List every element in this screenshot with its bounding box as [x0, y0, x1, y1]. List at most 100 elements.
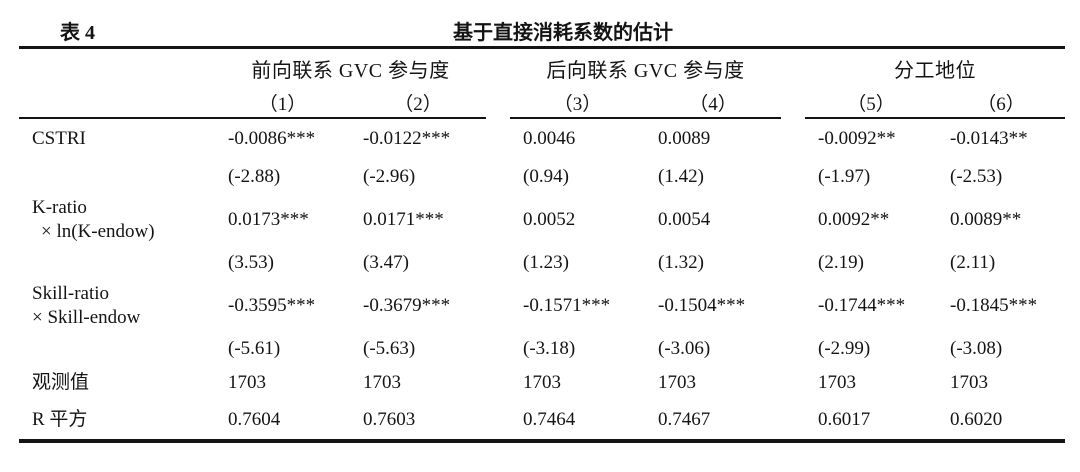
- tstat-cell: (-3.06): [658, 337, 711, 359]
- header-group-row: 前向联系 GVC 参与度 后向联系 GVC 参与度 分工地位: [19, 47, 1065, 119]
- row-label-empty: [19, 332, 215, 366]
- tstat-cell: (0.94): [523, 165, 569, 187]
- row-label-empty: [19, 160, 215, 194]
- header-number-row: （1） （2） （3） （4） （5） （6）: [19, 87, 1066, 119]
- column-gap: [781, 194, 805, 246]
- row-label: K-ratio × ln(K-endow): [19, 194, 215, 246]
- column-group-forward-gvc: 前向联系 GVC 参与度: [251, 59, 450, 82]
- column-group-backward-gvc: 后向联系 GVC 参与度: [546, 59, 745, 82]
- header-stub-cell: [19, 47, 215, 119]
- tstat-row-skill-ratio: (-5.61) (-5.63) (-3.18) (-3.06) (-2.99) …: [19, 332, 1065, 366]
- stat-cell: 0.7464: [523, 408, 576, 430]
- coef-cell: 0.0052: [523, 208, 576, 230]
- tstat-cell: (-3.08): [950, 337, 1003, 359]
- column-header-4: （4）: [645, 87, 782, 119]
- column-gap: [781, 246, 805, 280]
- column-gap: [781, 401, 805, 441]
- table-caption-bar: 表 4 基于直接消耗系数的估计: [0, 0, 1080, 46]
- row-label: Skill-ratio × Skill-endow: [19, 280, 215, 332]
- tstat-cell: (-3.18): [523, 337, 576, 359]
- column-gap: [781, 332, 805, 366]
- coef-cell: -0.3595***: [228, 294, 316, 316]
- tstat-cell: (-2.53): [950, 165, 1003, 187]
- coef-cell: 0.0171***: [363, 208, 444, 230]
- row-label-line1: K-ratio: [32, 196, 87, 218]
- coef-row-cstri: CSTRI -0.0086*** -0.0122*** 0.0046 0.008…: [19, 118, 1065, 160]
- column-gap: [781, 160, 805, 194]
- tstat-cell: (2.11): [950, 251, 996, 273]
- stat-cell: 1703: [950, 372, 989, 393]
- coef-cell: -0.3679***: [363, 294, 451, 316]
- column-gap: [486, 160, 510, 194]
- stat-cell: 0.6020: [950, 408, 1003, 430]
- tstat-cell: (1.23): [523, 251, 569, 273]
- column-gap: [781, 48, 805, 118]
- column-header-5: （5）: [805, 87, 938, 119]
- coef-row-skill-ratio: Skill-ratio × Skill-endow -0.3595*** -0.…: [19, 280, 1065, 332]
- coef-cell: 0.0054: [658, 208, 711, 230]
- column-gap: [486, 48, 510, 118]
- column-group-division-status: 分工地位: [894, 59, 977, 82]
- column-gap: [486, 401, 510, 441]
- coef-cell: -0.0092**: [818, 128, 896, 149]
- column-header-6: （6）: [937, 87, 1066, 119]
- tstat-cell: (-5.61): [228, 337, 281, 359]
- coef-cell: 0.0173***: [228, 208, 309, 230]
- tstat-cell: (-1.97): [818, 165, 871, 187]
- table-title: 基于直接消耗系数的估计: [453, 22, 673, 44]
- coef-cell: -0.1504***: [658, 294, 746, 316]
- row-label-empty: [19, 246, 215, 280]
- coef-cell: 0.0092**: [818, 208, 890, 230]
- coef-cell: -0.0086***: [228, 128, 316, 149]
- stat-cell: 0.7604: [228, 408, 281, 430]
- tstat-cell: (3.47): [363, 251, 409, 273]
- coef-cell: 0.0046: [523, 128, 576, 149]
- coef-cell: -0.0143**: [950, 128, 1028, 149]
- column-gap: [486, 332, 510, 366]
- coef-row-k-ratio: K-ratio × ln(K-endow) 0.0173*** 0.0171**…: [19, 194, 1065, 246]
- table-number: 表 4: [60, 22, 95, 44]
- tstat-cell: (1.42): [658, 165, 704, 187]
- tstat-cell: (-2.99): [818, 337, 871, 359]
- coef-cell: -0.1845***: [950, 294, 1038, 316]
- column-gap: [781, 366, 805, 401]
- coef-cell: 0.0089: [658, 128, 711, 149]
- row-label: CSTRI: [32, 128, 86, 150]
- coef-cell: -0.1744***: [818, 294, 906, 316]
- column-header-1: （1）: [215, 87, 350, 119]
- column-gap: [781, 280, 805, 332]
- tstat-cell: (1.32): [658, 251, 704, 273]
- coef-cell: -0.1571***: [523, 294, 611, 316]
- observations-row: 观测值 1703 1703 1703 1703 1703 1703: [19, 366, 1065, 401]
- tstat-cell: (-2.96): [363, 165, 416, 187]
- stat-cell: 0.7467: [658, 408, 711, 430]
- row-label: R 平方: [32, 408, 88, 430]
- tstat-row-cstri: (-2.88) (-2.96) (0.94) (1.42) (-1.97) (-…: [19, 160, 1065, 194]
- regression-table: 前向联系 GVC 参与度 后向联系 GVC 参与度 分工地位 （1） （2） （…: [19, 46, 1066, 443]
- column-header-3: （3）: [510, 87, 646, 119]
- r-squared-row: R 平方 0.7604 0.7603 0.7464 0.7467 0.6017 …: [19, 401, 1065, 441]
- stat-cell: 0.7603: [363, 408, 416, 430]
- column-header-2: （2）: [350, 87, 487, 119]
- column-gap: [486, 118, 510, 160]
- row-label: 观测值: [32, 372, 90, 394]
- stat-cell: 1703: [523, 372, 562, 393]
- row-label-line1: Skill-ratio: [32, 282, 110, 304]
- coef-cell: -0.0122***: [363, 128, 451, 149]
- column-gap: [486, 280, 510, 332]
- column-gap: [486, 246, 510, 280]
- column-gap: [486, 366, 510, 401]
- coef-cell: 0.0089**: [950, 208, 1022, 230]
- stat-cell: 1703: [658, 372, 697, 393]
- tstat-row-k-ratio: (3.53) (3.47) (1.23) (1.32) (2.19) (2.11…: [19, 246, 1065, 280]
- column-gap: [486, 194, 510, 246]
- stat-cell: 1703: [818, 372, 857, 393]
- tstat-cell: (-2.88): [228, 165, 281, 187]
- stat-cell: 1703: [228, 372, 266, 393]
- row-label-line2: × ln(K-endow): [41, 220, 155, 242]
- tstat-cell: (-5.63): [363, 337, 416, 359]
- tstat-cell: (2.19): [818, 251, 864, 273]
- column-gap: [781, 118, 805, 160]
- stat-cell: 1703: [363, 372, 401, 393]
